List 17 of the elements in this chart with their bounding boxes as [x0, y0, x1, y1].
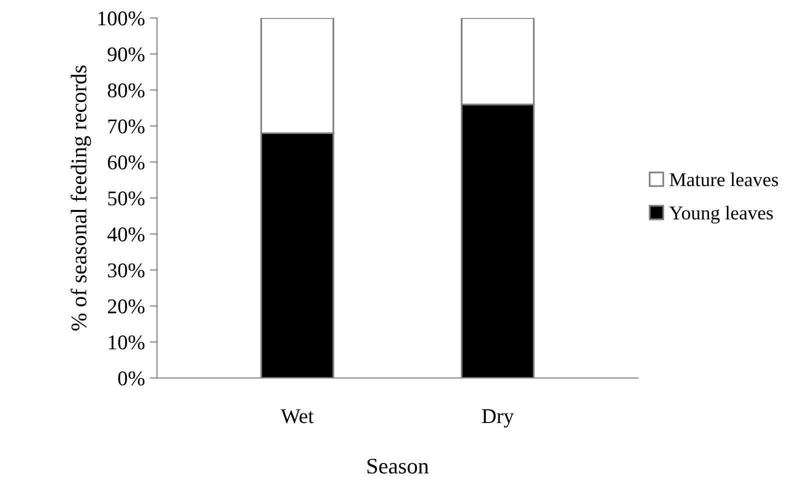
legend-label: Mature leaves [670, 172, 778, 186]
y-tick-label: 20% [108, 299, 144, 314]
y-tick-label: 50% [108, 191, 144, 206]
y-tick-label: 80% [108, 83, 144, 98]
y-tick-label: 90% [108, 47, 144, 62]
y-axis-title: % of seasonal feeding records [70, 66, 92, 331]
y-tick-label: 40% [107, 227, 144, 242]
y-tick-label: 60% [108, 155, 144, 170]
y-tick-label: 100% [98, 11, 144, 26]
y-tick-label: 0% [118, 371, 144, 386]
x-tick-label: Wet [280, 409, 314, 424]
y-tick-label: 70% [108, 119, 144, 134]
y-tick-label: 10% [108, 335, 144, 350]
x-axis-title: Season [368, 458, 429, 474]
x-tick-label: Dry [482, 409, 514, 428]
y-tick-label: 30% [108, 263, 144, 278]
legend-label: Young leaves [669, 206, 773, 224]
